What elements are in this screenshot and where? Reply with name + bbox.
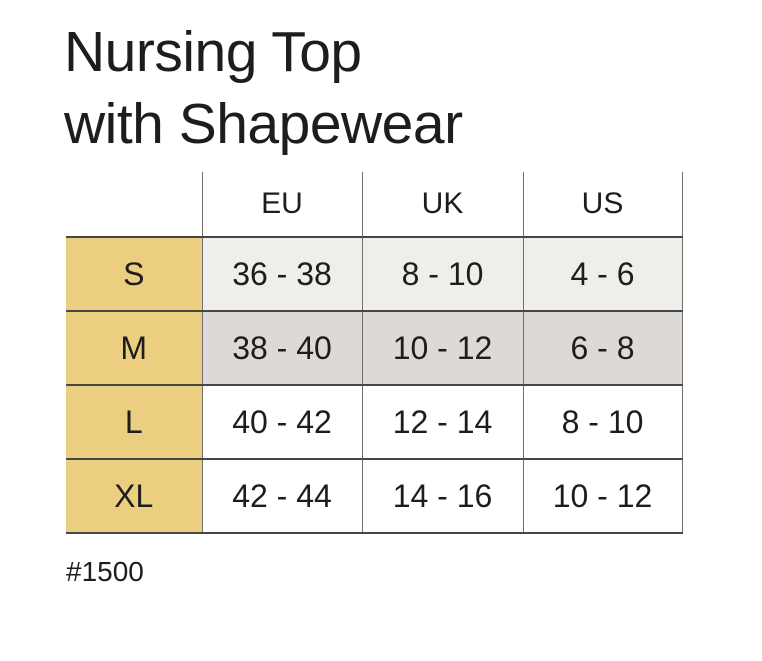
cell-m-eu: 38 - 40 (201, 311, 362, 385)
table-row-s: S 36 - 38 8 - 10 4 - 6 (66, 237, 683, 311)
cell-l-eu: 40 - 42 (201, 385, 362, 459)
cell-l-uk: 12 - 14 (361, 385, 523, 459)
size-table: EU UK US S 36 - 38 8 - 10 4 - 6 M 38 - 4… (66, 172, 683, 534)
cell-s-uk: 8 - 10 (361, 237, 523, 311)
cell-xl-eu: 42 - 44 (201, 459, 362, 533)
table-row-m: M 38 - 40 10 - 12 6 - 8 (66, 311, 683, 385)
cell-l-us: 8 - 10 (522, 385, 683, 459)
table-header-row: EU UK US (66, 172, 683, 237)
cell-m-us: 6 - 8 (522, 311, 683, 385)
cell-s-eu: 36 - 38 (201, 237, 362, 311)
table-row-l: L 40 - 42 12 - 14 8 - 10 (66, 385, 683, 459)
title-line-2: with Shapewear (64, 92, 463, 156)
size-label-l: L (66, 385, 202, 459)
table-row-xl: XL 42 - 44 14 - 16 10 - 12 (66, 459, 683, 533)
size-label-m: M (66, 311, 202, 385)
column-header-eu: EU (201, 172, 362, 237)
page-title: Nursing Top with Shapewear (64, 16, 463, 160)
size-label-xl: XL (66, 459, 202, 533)
product-code: #1500 (66, 556, 144, 587)
title-line-1: Nursing Top (64, 20, 362, 84)
column-header-us: US (522, 172, 683, 237)
size-label-s: S (66, 237, 202, 311)
cell-xl-uk: 14 - 16 (361, 459, 523, 533)
cell-m-uk: 10 - 12 (361, 311, 523, 385)
column-header-uk: UK (361, 172, 523, 237)
cell-s-us: 4 - 6 (522, 237, 683, 311)
corner-cell (66, 172, 202, 237)
cell-xl-us: 10 - 12 (522, 459, 683, 533)
